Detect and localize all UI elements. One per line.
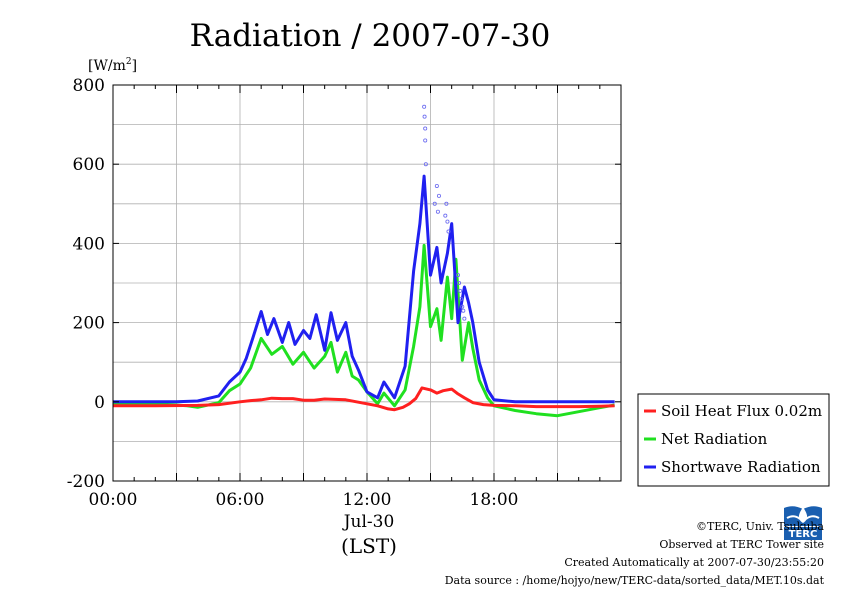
x-tick-label: 18:00	[470, 490, 519, 510]
shortwave-sample-point	[457, 280, 462, 285]
legend-item: Shortwave Radiation	[644, 458, 821, 476]
shortwave-sample-point	[423, 162, 428, 167]
shortwave-sample-point	[456, 273, 461, 278]
shortwave-sample-point	[462, 316, 467, 321]
x-axis-unit-label: (LST)	[341, 534, 397, 558]
shortwave-sample-point	[445, 219, 450, 224]
created-text: Created Automatically at 2007-07-30/23:5…	[564, 556, 824, 569]
chart-title: Radiation / 2007-07-30	[190, 18, 551, 54]
shortwave-sample-point	[461, 308, 466, 313]
shortwave-sample-point	[423, 138, 428, 143]
terc-logo: TERC	[784, 504, 822, 540]
shortwave-sample-point	[434, 183, 439, 188]
x-tick-label: 06:00	[216, 490, 265, 510]
shortwave-sample-point	[422, 114, 427, 119]
shortwave-sample-point	[423, 126, 428, 131]
shortwave-sample-point	[435, 209, 440, 214]
legend-label: Soil Heat Flux 0.02m	[661, 402, 822, 420]
series-line-soil-heat-flux-0-02m	[113, 386, 615, 412]
shortwave-sample-point	[443, 213, 448, 218]
y-tick-label: 800	[73, 76, 105, 96]
shortwave-sample-point	[460, 304, 465, 309]
legend-label: Net Radiation	[661, 430, 768, 448]
series-line-net-radiation	[113, 243, 615, 418]
y-tick-label: 400	[73, 234, 105, 254]
y-axis-unit-label: [W/m2]	[88, 57, 137, 74]
shortwave-sample-point	[458, 288, 463, 293]
shortwave-sample-point	[444, 201, 449, 206]
x-tick-label: 12:00	[343, 490, 392, 510]
shortwave-sample-point	[432, 201, 437, 206]
legend: Soil Heat Flux 0.02m Net Radiation Shortwa…	[637, 393, 830, 487]
legend-label: Shortwave Radiation	[661, 458, 821, 476]
svg-text:TERC: TERC	[789, 529, 818, 540]
y-axis-ticks: -200 0 200 400 600 800	[67, 76, 621, 492]
source-text: Data source : /home/hojyo/new/TERC-data/…	[444, 574, 824, 587]
legend-item: Soil Heat Flux 0.02m	[644, 402, 822, 420]
legend-item: Net Radiation	[644, 430, 768, 448]
y-tick-label: -200	[67, 472, 105, 492]
shortwave-sample-point	[446, 229, 451, 234]
x-axis-date-label: Jul-30	[342, 512, 395, 532]
y-tick-label: 200	[73, 314, 105, 334]
x-axis-ticks: 00:00 06:00 12:00 18:00	[89, 85, 601, 510]
shortwave-sample-point	[436, 193, 441, 198]
series-line-shortwave-radiation	[113, 174, 615, 404]
y-tick-label: 0	[94, 393, 105, 413]
shortwave-sample-point	[459, 296, 464, 301]
observed-text: Observed at TERC Tower site	[659, 538, 824, 551]
plot-series	[113, 104, 615, 418]
grid-lines	[113, 85, 621, 481]
x-tick-label: 00:00	[89, 490, 138, 510]
legend-box	[637, 393, 830, 487]
copyright-text: ©TERC, Univ. Tsukuba	[695, 520, 824, 533]
shortwave-sample-point	[422, 104, 427, 109]
y-tick-label: 600	[73, 155, 105, 175]
